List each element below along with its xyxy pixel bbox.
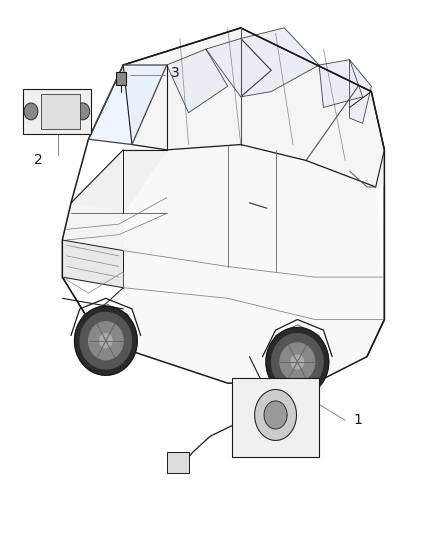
- Polygon shape: [255, 390, 297, 440]
- Polygon shape: [264, 401, 287, 429]
- Polygon shape: [62, 203, 123, 251]
- Circle shape: [76, 103, 90, 120]
- Polygon shape: [62, 28, 385, 383]
- Polygon shape: [80, 312, 131, 369]
- Text: 3: 3: [171, 66, 180, 80]
- Bar: [41, 94, 80, 128]
- Polygon shape: [88, 65, 167, 144]
- Polygon shape: [167, 49, 228, 113]
- Text: 2: 2: [34, 154, 43, 167]
- Polygon shape: [280, 343, 314, 381]
- Polygon shape: [291, 355, 304, 369]
- Polygon shape: [272, 334, 323, 390]
- Polygon shape: [123, 28, 385, 187]
- Bar: [23, 89, 91, 134]
- Polygon shape: [123, 144, 385, 383]
- Text: 1: 1: [354, 413, 363, 427]
- Circle shape: [24, 103, 38, 120]
- Polygon shape: [319, 60, 363, 108]
- Polygon shape: [206, 38, 271, 97]
- Polygon shape: [123, 28, 385, 187]
- Polygon shape: [99, 334, 112, 348]
- Bar: [167, 452, 188, 473]
- Polygon shape: [62, 240, 123, 288]
- Polygon shape: [266, 327, 328, 397]
- Bar: [232, 378, 319, 457]
- Polygon shape: [71, 150, 167, 214]
- Bar: [116, 72, 126, 85]
- Polygon shape: [241, 28, 319, 97]
- Polygon shape: [350, 60, 371, 123]
- Polygon shape: [74, 306, 137, 375]
- Polygon shape: [88, 322, 123, 360]
